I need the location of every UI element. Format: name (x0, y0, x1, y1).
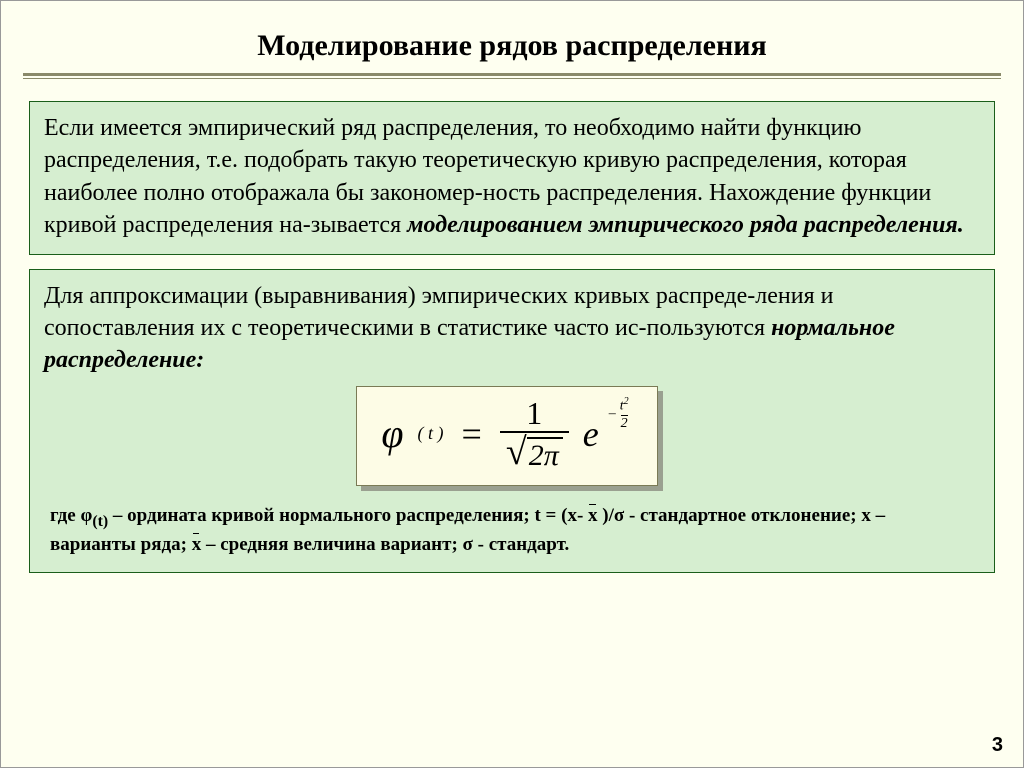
page-number: 3 (992, 734, 1003, 757)
equals-sign: = (458, 413, 486, 455)
phi-symbol: φ (381, 410, 403, 457)
title-underline (23, 73, 1001, 79)
phi-argument: ( t ) (418, 423, 444, 444)
approximation-box: Для аппроксимации (выравнивания) эмпирич… (29, 269, 995, 573)
legend-part-a: где φ (50, 505, 92, 526)
minus-sign: – (609, 406, 616, 422)
approx-body: Для аппроксимации (выравнивания) эмпирич… (44, 283, 833, 341)
exp-numerator: t2 (620, 397, 629, 415)
denominator-sqrt: √ 2π (500, 431, 569, 471)
radical-sign: √ (506, 437, 527, 467)
two: 2 (529, 439, 544, 472)
numerator-one: 1 (520, 397, 548, 431)
fraction-main: 1 √ 2π (500, 397, 569, 471)
definition-box: Если имеется эмпирический ряд распределе… (29, 101, 995, 255)
definition-text: Если имеется эмпирический ряд распределе… (44, 112, 980, 242)
sqrt-icon: √ 2π (506, 437, 563, 471)
x-bar-1: x (588, 503, 598, 529)
definition-emphasis: моделированием эмпирического ряда распре… (407, 212, 964, 238)
radicand: 2π (527, 437, 563, 471)
normal-distribution-formula: φ ( t ) = 1 √ 2π e – (356, 386, 657, 486)
pi-symbol: π (544, 439, 559, 472)
formula-shadow: φ ( t ) = 1 √ 2π e – (361, 391, 662, 491)
exponent-fraction: t2 2 (620, 397, 629, 431)
approximation-text: Для аппроксимации (выравнивания) эмпирич… (44, 280, 980, 377)
exponent: – t2 2 (609, 397, 629, 431)
squared: 2 (624, 396, 629, 407)
exp-denominator: 2 (621, 415, 628, 431)
legend-part-d: – средняя величина вариант; σ - стандарт… (201, 534, 569, 555)
euler-e: e (583, 413, 599, 455)
legend-sub-t: (t) (92, 513, 108, 530)
x-bar-2: x (192, 532, 202, 558)
formula-legend: где φ(t) – ордината кривой нормального р… (44, 503, 980, 558)
slide-title: Моделирование рядов распределения (1, 1, 1023, 69)
legend-part-b: – ордината кривой нормального распределе… (108, 505, 588, 526)
formula-container: φ ( t ) = 1 √ 2π e – (44, 391, 980, 491)
